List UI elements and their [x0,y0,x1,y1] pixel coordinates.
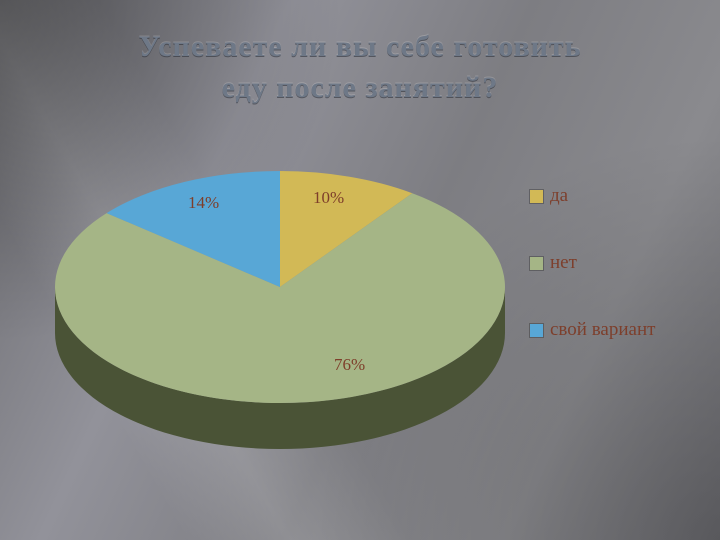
legend-label-net: нет [550,252,577,273]
slide-title: Успеваете ли вы себе готовить еду после … [0,26,720,109]
slide-title-line2: еду после занятий? [221,71,499,105]
legend-swatch-svoy-variant [529,322,544,338]
pie-data-label-da: 10% [313,188,345,207]
legend-swatch-net [529,255,544,271]
legend-label-da: да [550,185,569,206]
slide-title-line1: Успеваете ли вы себе готовить [138,30,582,63]
legend-label-svoy-variant: свой вариант [550,319,656,340]
legend-item-net: нет [529,251,655,275]
legend-item-svoy-variant: свой вариант [529,318,656,342]
pie-data-label-svoy-variant: 14% [188,193,220,212]
chart-legend: да нет свой вариант [529,184,656,385]
legend-item-da: да [529,184,655,208]
legend-swatch-da [529,188,544,204]
pie-data-label-net: 76% [334,355,366,374]
